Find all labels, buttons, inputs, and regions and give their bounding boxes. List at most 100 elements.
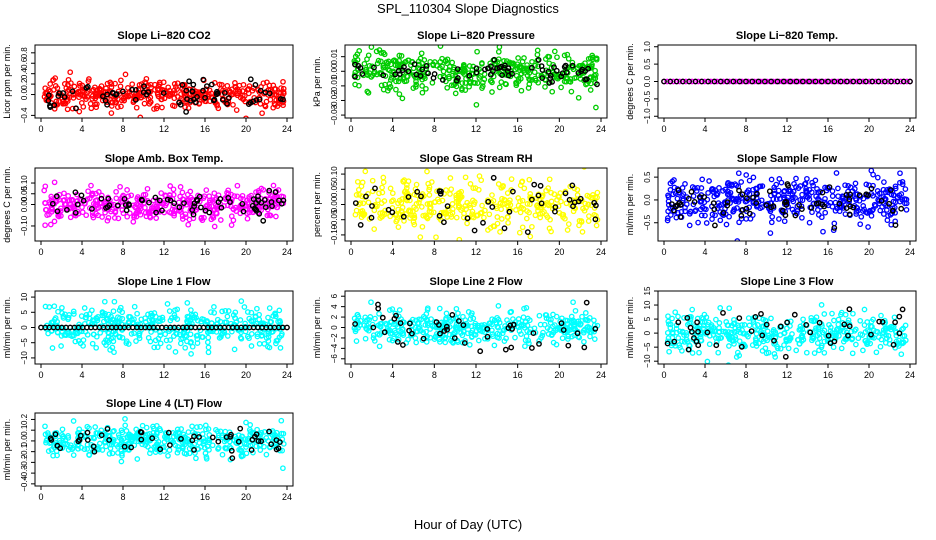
y-tick-label: 0.5	[643, 171, 652, 183]
data-point	[513, 207, 519, 213]
data-point	[52, 315, 59, 321]
data-point	[806, 219, 813, 226]
data-point	[395, 61, 401, 67]
data-point	[47, 81, 54, 87]
data-point	[49, 345, 56, 351]
data-point	[93, 104, 100, 111]
data-point-highlight	[736, 315, 743, 321]
data-point	[524, 201, 531, 207]
data-point	[237, 317, 244, 323]
data-point	[534, 203, 540, 209]
data-point	[164, 301, 171, 307]
data-point-highlight	[194, 94, 200, 100]
data-point-highlight	[441, 328, 448, 334]
data-point-highlight	[73, 105, 79, 112]
data-point-highlight	[47, 435, 54, 442]
y-axis-label: ml/min per min.	[625, 174, 635, 236]
data-point	[67, 214, 74, 221]
data-point	[680, 191, 687, 197]
data-point	[376, 190, 382, 197]
data-point-highlight	[104, 101, 111, 108]
data-point	[385, 58, 392, 65]
data-point	[814, 340, 821, 346]
y-tick-label: 0	[20, 325, 29, 330]
data-point-highlight	[211, 96, 218, 103]
data-point-highlight	[538, 200, 545, 207]
data-point	[756, 340, 762, 347]
data-point	[535, 79, 542, 86]
data-point-highlight	[106, 202, 113, 209]
data-point	[44, 212, 50, 218]
chart-title: Slope Line 4 (LT) Flow	[106, 398, 222, 410]
data-point	[83, 311, 90, 318]
data-point	[201, 316, 207, 323]
data-point	[835, 316, 842, 323]
data-point	[50, 86, 57, 93]
data-point-highlight	[156, 197, 163, 204]
x-tick-label: 8	[120, 124, 125, 134]
data-point	[400, 330, 407, 336]
data-point	[548, 316, 554, 323]
data-point	[701, 311, 708, 318]
data-point	[424, 201, 431, 207]
data-point	[536, 312, 543, 319]
data-point	[671, 177, 677, 183]
data-point-highlight	[812, 78, 819, 85]
data-point-highlight	[712, 222, 718, 229]
data-point	[65, 433, 71, 439]
data-point	[401, 78, 408, 85]
data-point-highlight	[545, 68, 552, 75]
data-point	[565, 336, 571, 342]
data-point-highlight	[78, 192, 85, 199]
data-point	[81, 305, 88, 311]
data-point	[90, 86, 97, 93]
y-axis-label: kPa per min.	[312, 56, 322, 107]
data-point	[177, 184, 184, 190]
data-point-highlight	[53, 193, 60, 200]
data-point	[223, 195, 229, 201]
data-point	[820, 228, 826, 235]
data-point	[174, 316, 181, 322]
data-point	[153, 422, 160, 429]
data-point-highlight	[524, 229, 531, 236]
data-point	[43, 206, 50, 213]
data-point	[560, 214, 566, 220]
data-point-highlight	[258, 438, 264, 445]
data-point	[380, 49, 387, 56]
data-point	[184, 300, 191, 306]
data-point-highlight	[375, 305, 382, 312]
data-point-highlight	[179, 82, 186, 88]
data-point	[189, 423, 195, 430]
data-point	[384, 325, 391, 332]
data-point	[97, 93, 103, 99]
data-point	[246, 83, 253, 89]
data-point	[135, 202, 142, 208]
data-point	[891, 192, 897, 198]
data-point-highlight	[739, 206, 746, 213]
data-point	[518, 87, 525, 94]
data-point	[85, 188, 91, 195]
data-point-highlight	[219, 96, 226, 103]
data-point	[221, 328, 227, 334]
data-point-highlight	[223, 434, 230, 440]
data-point	[93, 344, 100, 351]
data-point-highlight	[529, 345, 535, 351]
data-point	[248, 318, 254, 324]
data-point	[667, 180, 674, 187]
data-point	[813, 314, 820, 321]
x-tick-label: 16	[200, 492, 210, 502]
data-point	[83, 314, 89, 321]
data-point	[865, 224, 871, 230]
data-point	[256, 340, 263, 347]
data-point-highlight	[425, 70, 431, 77]
data-point	[276, 334, 283, 341]
data-point	[512, 63, 518, 69]
data-point-highlight	[481, 66, 488, 73]
data-point	[819, 329, 826, 336]
data-point	[548, 332, 555, 339]
data-point	[148, 329, 154, 335]
data-point	[133, 213, 140, 220]
data-point	[813, 325, 819, 332]
data-point	[679, 328, 686, 335]
data-point	[147, 81, 154, 88]
